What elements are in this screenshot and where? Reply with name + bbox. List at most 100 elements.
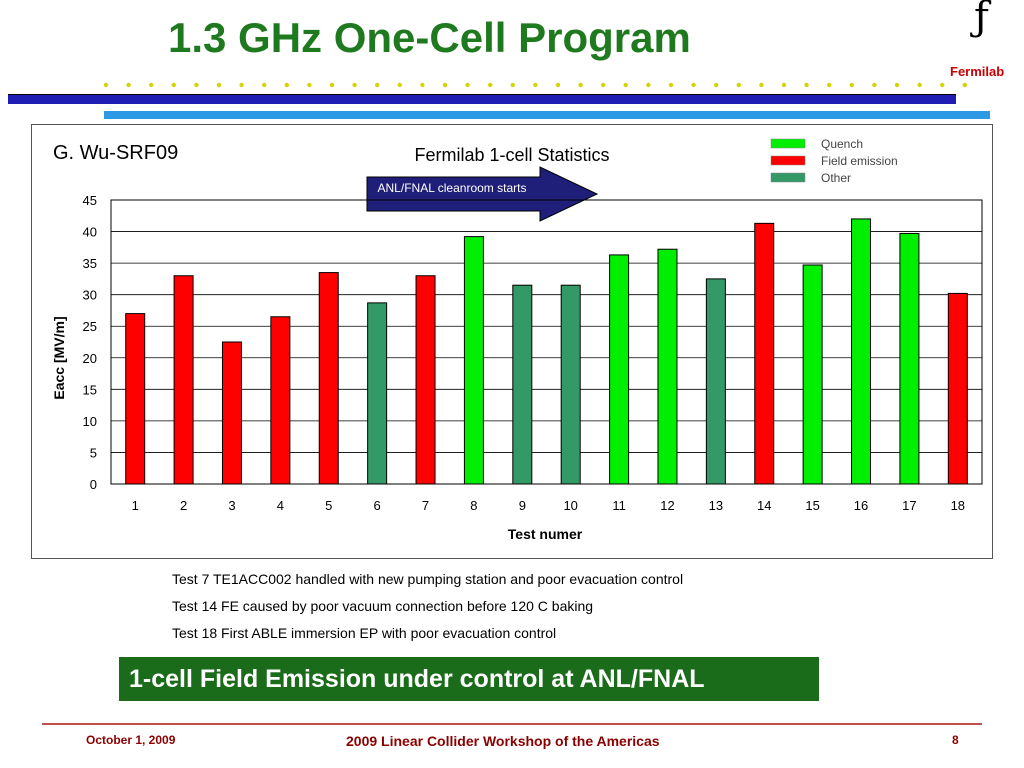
bar-test-4 (270, 316, 291, 485)
x-axis-label: Test numer (508, 526, 583, 542)
divider-dot (397, 82, 402, 88)
y-axis-ticks: 0 5 10 15 20 25 30 35 40 45 (83, 193, 97, 492)
divider-dot (827, 82, 832, 88)
annotation-arrow: ANL/FNAL cleanroom starts (366, 166, 599, 222)
x-tick-label: 14 (757, 498, 771, 513)
header-rule-dark (8, 94, 956, 104)
x-tick-label: 17 (902, 498, 916, 513)
x-tick-label: 8 (470, 498, 477, 513)
y-tick-label: 45 (83, 193, 97, 208)
x-axis-ticks: 1 2 3 4 5 6 7 8 9 10 11 12 13 14 15 16 17 18 (132, 498, 965, 513)
y-tick-label: 40 (83, 225, 97, 240)
bar-chart: G. Wu-SRF09 Fermilab 1-cell Statistics A… (51, 137, 983, 542)
divider-dot (149, 82, 154, 88)
chart-title: Fermilab 1-cell Statistics (414, 145, 609, 165)
bar-test-12 (657, 248, 678, 485)
x-tick-label: 10 (563, 498, 577, 513)
legend-label: Quench (821, 137, 863, 151)
divider-dot (601, 82, 606, 88)
divider-dot (171, 82, 176, 88)
divider-dot (262, 82, 267, 88)
x-tick-label: 16 (854, 498, 868, 513)
divider-dot (691, 82, 696, 88)
x-tick-label: 4 (277, 498, 284, 513)
divider-dot (849, 82, 854, 88)
y-tick-label: 20 (83, 351, 97, 366)
divider-dot (329, 82, 335, 88)
bar-test-11 (609, 254, 630, 485)
divider-dot (917, 82, 922, 88)
divider-dot (284, 82, 289, 88)
bar-test-3 (221, 341, 242, 485)
fermilab-label: Fermilab (950, 64, 1005, 79)
note-test-18: Test 18 First ABLE immersion EP with poo… (172, 625, 557, 641)
bar-test-18 (947, 292, 968, 485)
divider-dot (962, 82, 967, 88)
divider-dot (510, 82, 515, 88)
x-tick-label: 2 (180, 498, 187, 513)
divider-dot (307, 82, 312, 88)
divider-dot (465, 82, 470, 88)
conclusion-banner: 1-cell Field Emission under control at A… (119, 657, 819, 701)
footer-date: October 1, 2009 (86, 733, 176, 747)
annotation-text: ANL/FNAL cleanroom starts (378, 181, 527, 195)
divider-dot (216, 82, 222, 88)
note-test-14: Test 14 FE caused by poor vacuum connect… (172, 598, 594, 614)
footer-event: 2009 Linear Collider Workshop of the Ame… (346, 733, 660, 749)
x-tick-label: 9 (519, 498, 526, 513)
divider-dot (375, 82, 380, 88)
bar-test-1 (125, 313, 146, 485)
bar-test-13 (705, 278, 726, 485)
legend-swatch (770, 155, 806, 166)
divider-dot (781, 82, 787, 88)
header-rule-light (104, 111, 990, 119)
y-tick-label: 30 (83, 288, 97, 303)
x-tick-label: 7 (422, 498, 429, 513)
divider-dot (872, 82, 877, 88)
bar-test-5 (318, 272, 339, 485)
y-tick-label: 5 (90, 445, 97, 460)
chart-container: G. Wu-SRF09 Fermilab 1-cell Statistics A… (31, 124, 993, 559)
x-tick-label: 15 (805, 498, 819, 513)
slide-title: 1.3 GHz One-Cell Program (168, 14, 691, 61)
legend-label: Other (821, 171, 851, 185)
bar-test-6 (367, 302, 388, 485)
plot-area-frame (110, 199, 983, 485)
bar-test-14 (754, 222, 775, 485)
legend-swatch (770, 138, 806, 149)
bar-test-15 (802, 264, 823, 485)
divider-dot (646, 82, 651, 88)
divider-dot (714, 82, 719, 88)
bar-test-9 (512, 284, 533, 485)
divider-dot (804, 82, 809, 88)
bar-test-10 (560, 284, 581, 485)
x-tick-label: 13 (709, 498, 723, 513)
fermilab-logo-icon: ƒ (974, 0, 989, 40)
y-tick-label: 10 (83, 414, 97, 429)
divider-dot (352, 82, 357, 88)
dotted-divider (104, 82, 967, 88)
x-tick-label: 5 (325, 498, 332, 513)
chart-bars (125, 218, 968, 485)
divider-dot (623, 82, 628, 88)
y-tick-label: 0 (90, 477, 97, 492)
x-tick-label: 1 (132, 498, 139, 513)
y-tick-label: 25 (83, 319, 97, 334)
divider-dot (894, 82, 900, 88)
bar-test-2 (173, 275, 194, 485)
divider-dot (488, 82, 493, 88)
divider-dot (420, 82, 425, 88)
bar-test-7 (415, 275, 436, 485)
divider-dot (736, 82, 741, 88)
divider-dot (239, 82, 244, 88)
divider-dot (578, 82, 583, 88)
divider-dot (759, 82, 764, 88)
bar-test-16 (851, 218, 872, 485)
x-tick-label: 11 (612, 498, 626, 513)
divider-dot (555, 82, 561, 88)
y-tick-label: 15 (83, 382, 97, 397)
note-test-7: Test 7 TE1ACC002 handled with new pumpin… (172, 571, 684, 587)
chart-legend: Quench Field emission Other (770, 137, 898, 185)
bar-test-8 (463, 236, 484, 485)
divider-dot (940, 82, 945, 88)
